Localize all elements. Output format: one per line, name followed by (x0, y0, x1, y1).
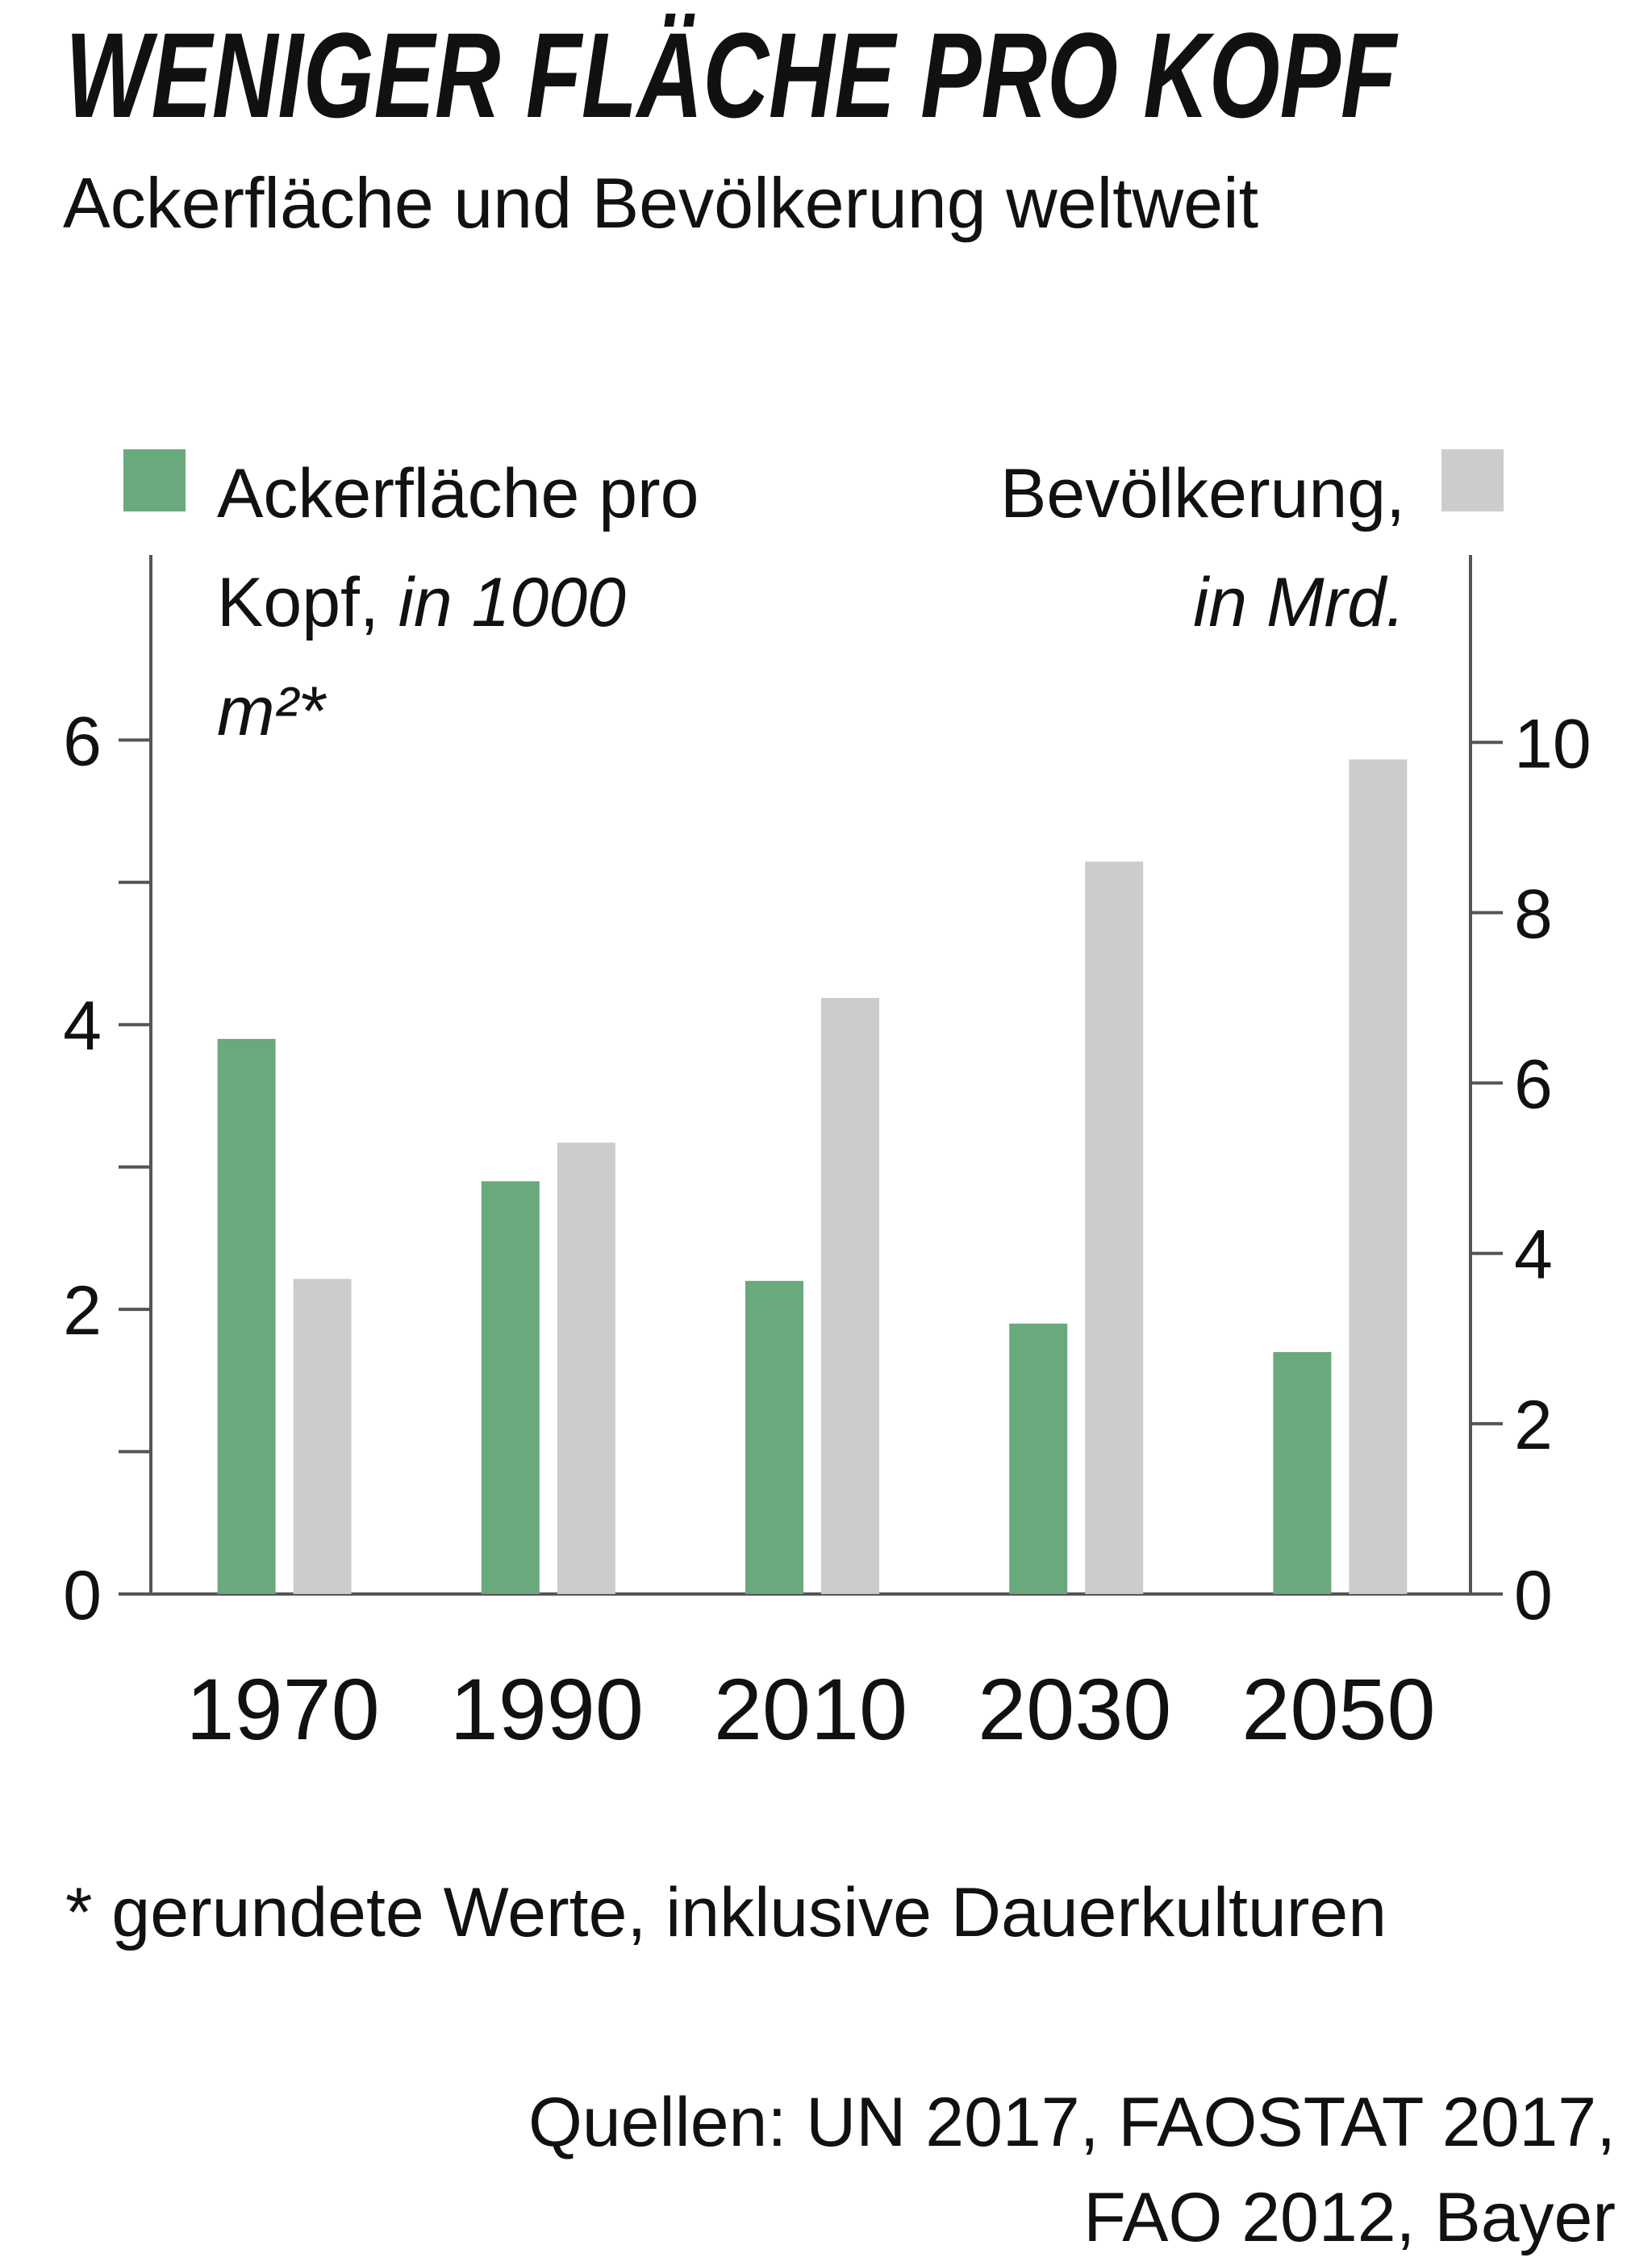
legend-entry: Ackerfläche pro Kopf, in 1000 m²* (217, 440, 701, 766)
legend-entry: Bevölkerung, in Mrd. (841, 440, 1405, 657)
bar (745, 1280, 803, 1594)
y2-tick-label: 2 (1514, 1387, 1553, 1464)
legend-swatch (1441, 449, 1504, 511)
x-tick-label: 1970 (186, 1660, 379, 1758)
bar (481, 1181, 540, 1594)
source: FAO 2012, Bayer (1083, 2179, 1616, 2256)
y2-tick-label: 10 (1514, 705, 1592, 782)
footnote: * gerundete Werte, inklusive Dauerkultur… (65, 1874, 1387, 1951)
bar (1273, 1352, 1332, 1594)
bar (1349, 759, 1408, 1594)
legend-label: Ackerfläche pro Kopf, (217, 455, 699, 641)
chart-title: WENIGER FLÄCHE PRO KOPF (65, 7, 1399, 143)
bar (293, 1279, 352, 1594)
bar (217, 1038, 276, 1594)
y2-tick-label: 4 (1514, 1216, 1553, 1294)
y2-tick-label: 8 (1514, 875, 1553, 953)
legend-unit: in Mrd. (1193, 564, 1405, 641)
y-tick-label: 2 (63, 1272, 102, 1350)
bar (1009, 1323, 1068, 1594)
y2-tick-label: 0 (1514, 1557, 1553, 1634)
bar (821, 997, 879, 1594)
y-tick-label: 4 (63, 987, 102, 1065)
x-tick-label: 2050 (1241, 1660, 1435, 1758)
legend-swatch (123, 449, 186, 511)
x-tick-label: 1990 (450, 1660, 644, 1758)
bar (557, 1142, 615, 1594)
legend-unit: in 1000 m²* (217, 564, 626, 750)
chart-subtitle: Ackerfläche und Bevölkerung weltweit (63, 163, 1258, 243)
x-tick-label: 2030 (978, 1660, 1171, 1758)
x-tick-label: 2010 (714, 1660, 907, 1758)
y2-tick-label: 6 (1514, 1046, 1553, 1124)
legend-label: Bevölkerung, (1000, 455, 1405, 532)
y-tick-label: 0 (63, 1557, 102, 1634)
bar (1085, 862, 1144, 1594)
y-tick-label: 6 (63, 703, 102, 780)
source: Quellen: UN 2017, FAOSTAT 2017, (528, 2084, 1616, 2161)
